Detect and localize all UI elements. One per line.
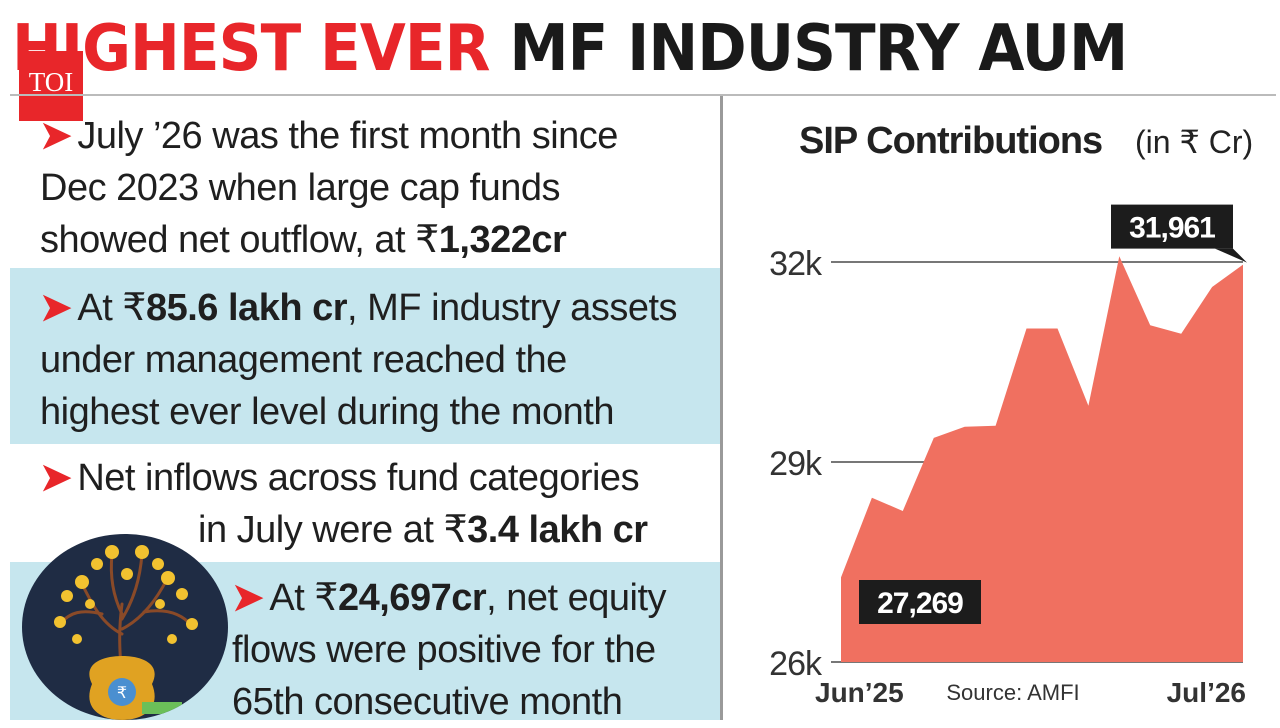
arrow-icon: ➤ [232,577,264,619]
annotation-first-box [859,580,981,624]
y-tick-labels: 26k 29k 32k [769,245,824,683]
headline: HIGHEST EVER MF INDUSTRY AUM [12,6,1191,92]
rupee-icon: ₹ [117,685,127,702]
bullet-line: Dec 2023 when large cap funds [40,167,560,209]
bullet-net-inflows: ➤ Net inflows across fund categories in J… [10,444,720,562]
annotation-first-label: 27,269 [877,587,963,620]
bullet-line: 65th consecutive month [232,681,623,723]
x-label-first: Jun’25 [815,677,904,708]
arrow-icon: ➤ [40,287,72,329]
money-tree-icon: ₹ [54,545,198,720]
chart-panel: SIP Contributions (in ₹ Cr) 26k 29k 32k 27… [733,96,1280,720]
sip-chart: SIP Contributions (in ₹ Cr) 26k 29k 32k 27… [769,120,1253,708]
y-tick-29k: 29k [769,445,823,483]
bullets-panel: ➤ July ’26 was the first month since Dec … [10,96,723,723]
y-tick-32k: 32k [769,245,823,283]
y-tick-26k: 26k [769,645,823,683]
money-tree-illustration: ₹ [22,534,228,720]
annotation-last-label: 31,961 [1129,212,1215,245]
sip-area [841,256,1243,662]
bullet-line: ➤ At ₹85.6 lakh cr, MF industry assets [40,287,678,329]
bullet-line: highest ever level during the month [40,391,614,433]
x-label-last: Jul’26 [1167,677,1246,708]
bullet-line: in July were at ₹3.4 lakh cr [198,509,648,551]
arrow-icon: ➤ [40,457,72,499]
headline-black: MF INDUSTRY AUM [509,12,1128,86]
headline-red: HIGHEST EVER [12,12,490,86]
arrow-icon: ➤ [40,115,72,157]
chart-title-unit: (in ₹ Cr) [1135,124,1253,160]
annotation-last-box [1111,204,1233,249]
annotations-layer: 27,269 31,961 [859,204,1247,624]
bullet-line: ➤ July ’26 was the first month since [40,115,618,157]
header-divider [10,94,1276,96]
source-label: Source: AMFI [946,680,1079,705]
chart-title: SIP Contributions [799,120,1102,162]
toi-logo: TOI [19,51,83,121]
bullet-line: ➤ At ₹24,697cr, net equity [232,577,667,619]
bullet-large-cap-outflow: ➤ July ’26 was the first month since Dec … [10,106,720,268]
bullet-line: showed net outflow, at ₹1,322cr [40,219,567,261]
annotation-last-pointer [1215,248,1247,263]
bullet-aum: ➤ At ₹85.6 lakh cr, MF industry assets un… [10,268,720,444]
bullet-line: under management reached the [40,339,567,381]
bullet-line: ➤ Net inflows across fund categories [40,457,640,499]
bullet-line: flows were positive for the [232,629,656,671]
